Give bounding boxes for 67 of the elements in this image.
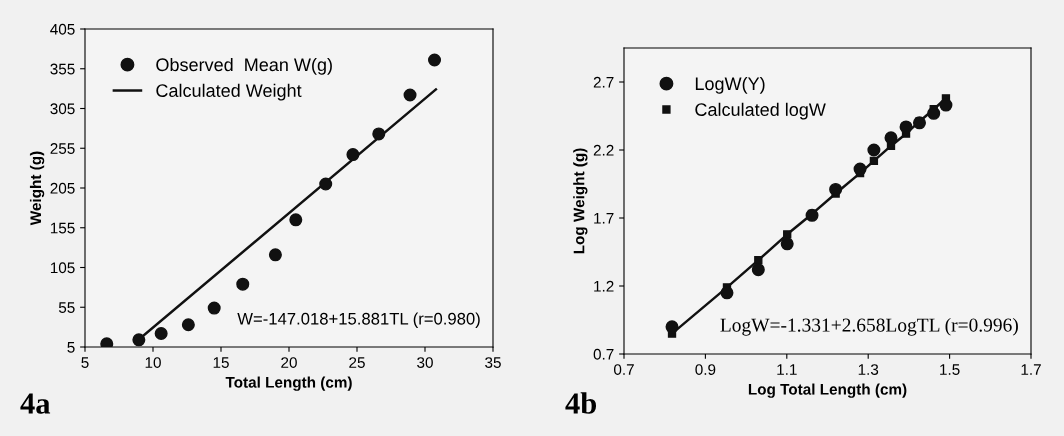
point [754,255,763,265]
x-axis-title: Total Length (cm) [225,376,352,391]
point [829,182,843,196]
point [912,116,926,130]
point [268,248,282,262]
y-tick-label: 405 [50,23,75,35]
point [181,318,195,332]
point [346,148,360,162]
x-tick-label: 5 [81,357,89,368]
legend-label: LogW(Y) [695,76,765,94]
point [720,286,734,300]
x-tick-label: 25 [349,357,365,368]
point [780,237,794,251]
y-tick-label: 205 [50,182,75,194]
legend-label: Calculated logW [695,102,826,120]
x-tick-label: 30 [417,357,433,368]
y-tick-label: 155 [50,222,75,234]
y-axis-title: Log Weight (g) [573,148,588,254]
y-tick-label: 1.2 [594,280,614,292]
point [289,213,303,227]
point [927,106,941,120]
x-tick-label: 1.5 [940,364,960,375]
point [751,263,765,277]
y-tick-label: 105 [50,262,75,274]
y-tick-label: 305 [50,103,75,115]
text: 4a [20,393,51,414]
x-tick-label: 15 [213,357,229,368]
x-tick-label: 20 [281,357,297,368]
point [207,301,221,315]
annotation: W=-147.018+15.881TL (r=0.980) [237,312,480,328]
point [428,53,442,67]
y-tick-label: 355 [50,63,75,75]
point [783,230,792,239]
legend-label: Calculated Weight [156,83,302,101]
point [154,326,168,340]
point [319,177,333,191]
x-tick-label: 1.1 [777,364,797,375]
x-tick-label: 35 [485,357,501,368]
point [665,320,679,334]
x-tick-label: 0.9 [695,364,716,375]
point [853,162,867,176]
point [869,156,879,166]
point [132,333,146,347]
y-tick-label: 255 [50,143,75,154]
annotation: LogW=-1.331+2.658LogTL (r=0.996) [720,317,1018,336]
legend-label: Observed Mean W(g) [156,57,332,75]
y-tick-label: 55 [58,302,75,313]
point [236,277,250,291]
y-tick-label: 2.7 [593,76,614,88]
y-tick-label: 0.7 [593,348,614,360]
y-tick-label: 2.2 [593,144,614,156]
point [372,127,386,141]
point [899,120,913,134]
y-axis-title: Weight (g) [29,151,45,226]
x-axis-title: Log Total Length (cm) [748,383,907,398]
point [884,131,898,145]
y-tick-label: 1.7 [594,213,614,224]
x-tick-label: 1.7 [1021,364,1041,375]
x-tick-label: 10 [145,357,161,368]
point [867,143,881,157]
point [403,88,417,102]
y-tick-label: 5 [67,342,75,353]
x-tick-label: 0.7 [613,364,634,375]
x-tick-label: 1.3 [858,364,879,375]
point [939,98,953,112]
point [100,337,114,347]
text: 4b [565,392,597,414]
